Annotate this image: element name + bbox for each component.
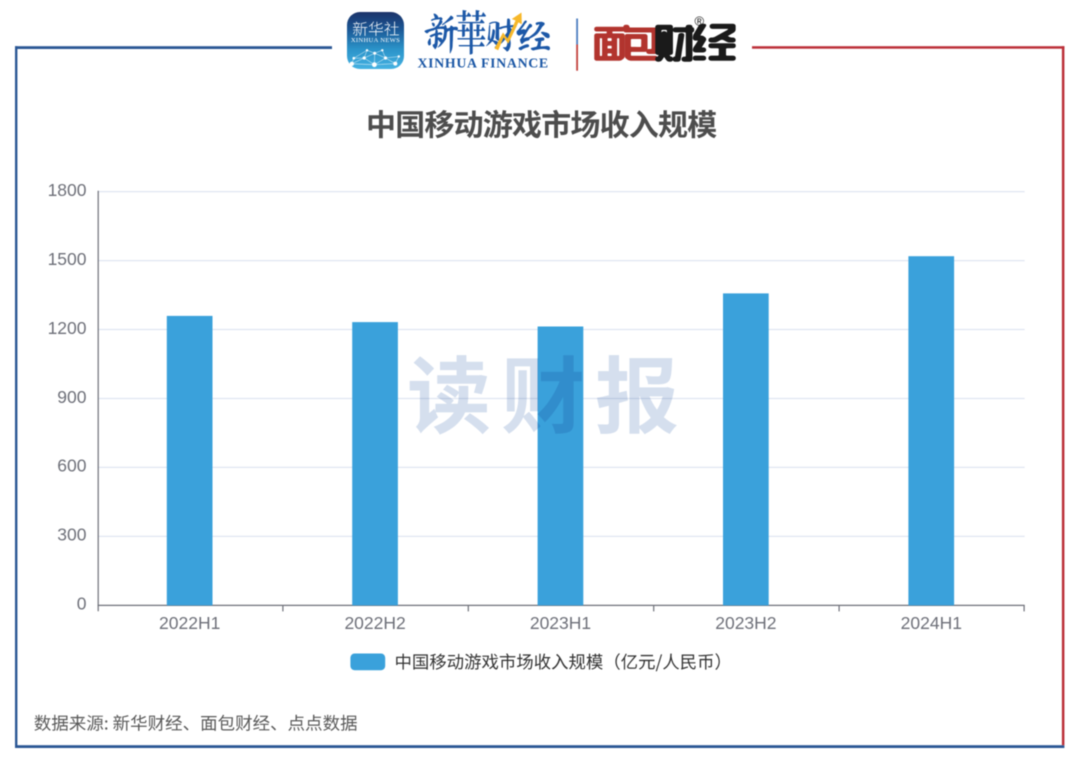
svg-text:XINHUA FINANCE: XINHUA FINANCE: [418, 55, 549, 70]
svg-text:2023H1: 2023H1: [530, 613, 591, 633]
svg-text:2022H2: 2022H2: [344, 613, 405, 633]
svg-text:2022H1: 2022H1: [159, 613, 220, 633]
svg-text:1200: 1200: [48, 318, 87, 338]
svg-text:600: 600: [57, 456, 86, 476]
svg-text:1800: 1800: [48, 180, 87, 200]
svg-text:300: 300: [57, 525, 86, 545]
svg-text:2024H1: 2024H1: [901, 613, 962, 633]
svg-text:®: ®: [695, 14, 705, 29]
svg-text:XINHUA NEWS: XINHUA NEWS: [351, 37, 400, 44]
svg-text:900: 900: [57, 387, 86, 407]
svg-text:1500: 1500: [48, 249, 87, 269]
svg-text:0: 0: [77, 594, 87, 614]
svg-text:2023H2: 2023H2: [715, 613, 776, 633]
